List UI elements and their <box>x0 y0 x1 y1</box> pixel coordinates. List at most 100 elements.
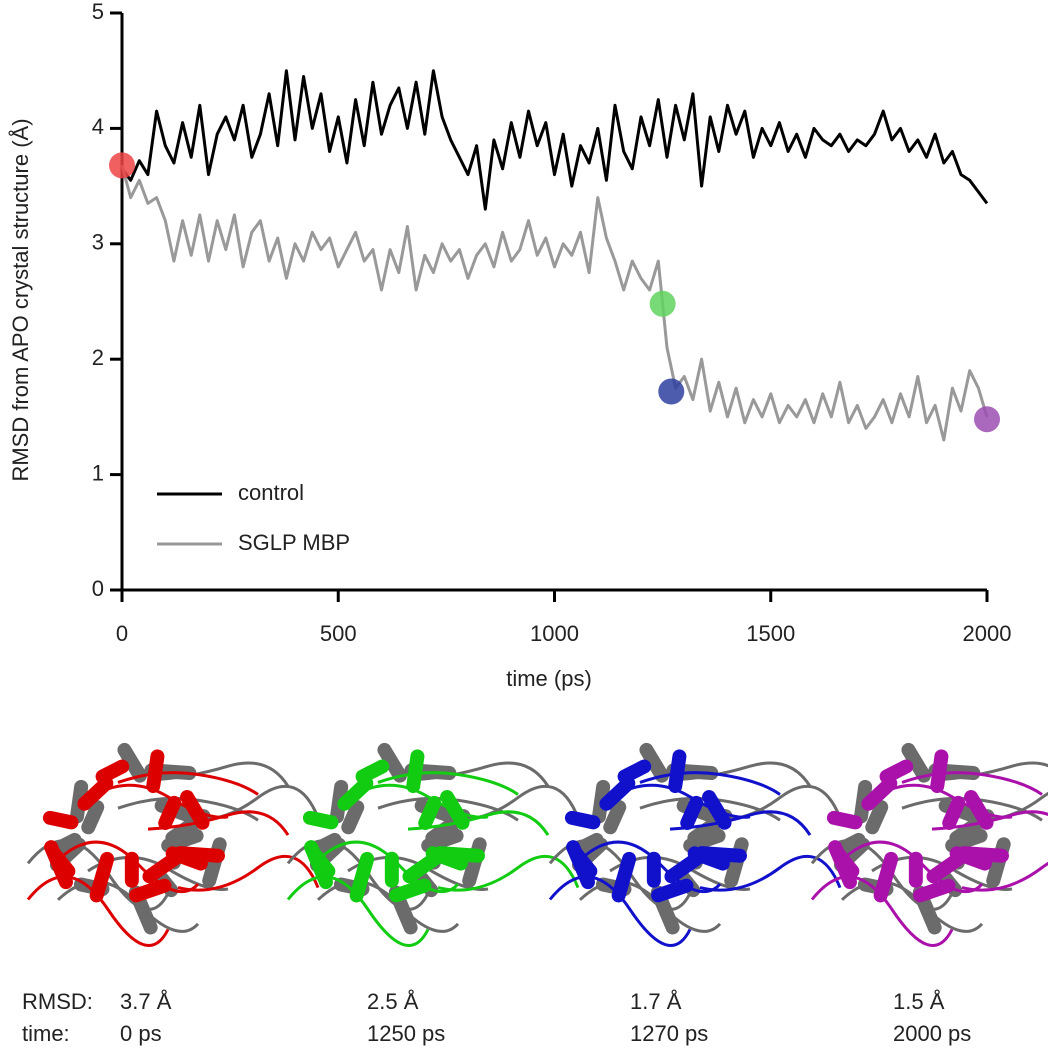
loop <box>609 783 751 819</box>
loop <box>316 840 460 894</box>
helix <box>942 795 966 830</box>
helix <box>564 810 601 830</box>
legend-label: SGLP MBP <box>238 530 350 555</box>
rmsd-value: 1.7 Å <box>630 989 682 1014</box>
loop <box>56 840 200 894</box>
time-value: 1250 ps <box>367 1021 445 1046</box>
helix <box>611 851 637 903</box>
loop <box>316 880 460 933</box>
loop <box>147 810 290 836</box>
highlight-point <box>974 406 1000 433</box>
helix <box>425 846 468 871</box>
time-row-label: time: <box>22 1021 70 1046</box>
helix <box>949 846 992 871</box>
highlight-point <box>658 378 685 405</box>
loop <box>87 783 229 819</box>
helix <box>95 759 130 784</box>
y-tick-label: 0 <box>92 576 104 601</box>
helix <box>865 800 889 835</box>
x-axis-label: time (ps) <box>506 666 592 691</box>
loop <box>26 875 170 947</box>
x-tick-label: 1500 <box>746 621 795 646</box>
y-tick-label: 2 <box>92 345 104 370</box>
y-axis-label: RMSD from APO crystal structure (Å) <box>8 118 33 481</box>
loop <box>437 854 580 892</box>
loop <box>347 783 489 819</box>
loop <box>961 861 1048 892</box>
loop <box>117 771 259 796</box>
loop <box>407 761 550 788</box>
helix <box>165 846 208 871</box>
structure-image <box>26 742 320 947</box>
time-value: 1270 ps <box>630 1021 708 1046</box>
helix <box>879 759 914 784</box>
structure-image <box>810 742 1048 947</box>
y-tick-label: 4 <box>92 114 104 139</box>
helix <box>418 795 442 830</box>
loop <box>377 771 519 796</box>
x-tick-label: 2000 <box>963 621 1012 646</box>
rmsd-value: 2.5 Å <box>367 989 419 1014</box>
x-tick-label: 1000 <box>530 621 579 646</box>
x-tick-label: 0 <box>116 621 128 646</box>
helix <box>89 851 115 903</box>
helix <box>355 759 390 784</box>
helix <box>873 851 899 903</box>
loop <box>548 875 692 947</box>
time-value: 2000 ps <box>893 1021 971 1046</box>
x-tick-label: 500 <box>320 621 357 646</box>
rmsd-row-label: RMSD: <box>22 989 93 1014</box>
loop <box>177 854 320 892</box>
structure-image <box>548 742 842 947</box>
loop <box>810 875 954 947</box>
helix <box>158 795 182 830</box>
loop <box>639 771 781 796</box>
loop <box>147 761 290 788</box>
loop <box>699 854 842 892</box>
helix <box>146 749 165 794</box>
loop <box>286 875 430 947</box>
loop <box>901 771 1043 796</box>
helix <box>302 810 339 830</box>
loop <box>578 880 722 933</box>
loop <box>56 880 200 933</box>
helix <box>117 742 147 783</box>
loop <box>931 761 1048 782</box>
helix <box>377 742 407 783</box>
helix <box>341 800 365 835</box>
loop <box>871 783 1013 819</box>
helix <box>617 759 652 784</box>
helix <box>406 749 425 794</box>
series-line <box>120 164 989 442</box>
series-line <box>120 69 989 211</box>
helix <box>603 800 627 835</box>
y-tick-label: 3 <box>92 230 104 255</box>
helix <box>930 749 949 794</box>
rmsd-value: 1.5 Å <box>893 989 945 1014</box>
helix <box>687 846 730 871</box>
loop <box>931 810 1048 831</box>
loop <box>840 880 984 933</box>
legend-label: control <box>238 480 304 505</box>
rmsd-value: 3.7 Å <box>120 989 172 1014</box>
helix <box>81 800 105 835</box>
loop <box>669 761 812 788</box>
structure-image <box>286 742 580 947</box>
helix <box>639 742 669 783</box>
loop <box>840 840 984 894</box>
helix <box>349 851 375 903</box>
y-tick-label: 5 <box>92 0 104 24</box>
helix <box>826 810 863 830</box>
helix <box>901 742 931 783</box>
highlight-point <box>109 152 135 179</box>
y-tick-label: 1 <box>92 460 104 485</box>
loop <box>407 810 550 836</box>
loop <box>578 840 722 894</box>
helix <box>668 749 687 794</box>
helix <box>680 795 704 830</box>
helix <box>42 810 79 830</box>
loop <box>669 810 812 836</box>
highlight-point <box>649 290 676 317</box>
time-value: 0 ps <box>120 1021 162 1046</box>
